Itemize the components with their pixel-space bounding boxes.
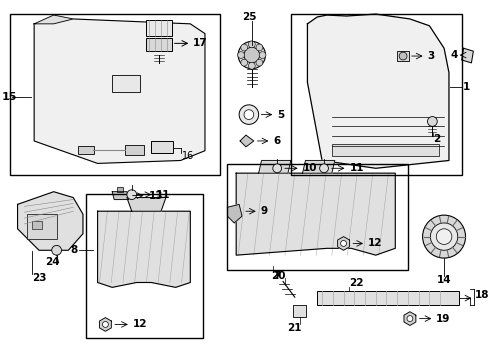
- Polygon shape: [98, 211, 190, 287]
- Circle shape: [240, 59, 247, 66]
- Bar: [10, 14, 219, 175]
- Text: 4: 4: [449, 50, 457, 60]
- Polygon shape: [302, 161, 334, 173]
- Polygon shape: [236, 173, 394, 255]
- Polygon shape: [240, 135, 253, 147]
- Circle shape: [238, 41, 265, 69]
- Circle shape: [429, 223, 457, 250]
- Circle shape: [435, 229, 451, 244]
- Text: 3: 3: [427, 51, 434, 61]
- Polygon shape: [18, 192, 83, 250]
- Text: 23: 23: [32, 273, 47, 283]
- Bar: [124, 145, 144, 155]
- Text: 5: 5: [277, 109, 284, 120]
- Polygon shape: [99, 318, 111, 331]
- Circle shape: [259, 51, 265, 58]
- Circle shape: [340, 240, 346, 246]
- Circle shape: [244, 110, 253, 120]
- Text: 24: 24: [45, 257, 60, 267]
- Polygon shape: [227, 204, 242, 223]
- Bar: [317, 291, 458, 305]
- Polygon shape: [307, 14, 448, 168]
- Text: 13: 13: [148, 190, 163, 201]
- Text: 18: 18: [474, 290, 488, 300]
- Text: 22: 22: [349, 278, 363, 288]
- Circle shape: [237, 51, 244, 58]
- Circle shape: [52, 246, 61, 255]
- Bar: [27, 214, 57, 239]
- Circle shape: [255, 44, 262, 51]
- Bar: [32, 221, 42, 229]
- Circle shape: [248, 62, 255, 69]
- Polygon shape: [126, 198, 165, 211]
- Circle shape: [239, 105, 258, 124]
- Text: 7: 7: [273, 271, 280, 281]
- Text: 10: 10: [302, 163, 316, 173]
- Circle shape: [319, 164, 328, 173]
- Circle shape: [126, 190, 136, 199]
- Polygon shape: [337, 237, 349, 250]
- Circle shape: [422, 215, 465, 258]
- Text: 12: 12: [367, 238, 382, 248]
- Polygon shape: [403, 312, 415, 325]
- Text: 16: 16: [181, 150, 193, 161]
- Polygon shape: [112, 192, 128, 199]
- Text: 20: 20: [271, 271, 285, 281]
- Bar: [117, 187, 122, 192]
- Bar: [146, 37, 171, 51]
- Text: 12: 12: [132, 319, 147, 329]
- Text: 25: 25: [242, 12, 256, 22]
- Polygon shape: [34, 19, 204, 163]
- Bar: [112, 75, 139, 92]
- Circle shape: [102, 321, 108, 327]
- Circle shape: [406, 316, 412, 321]
- Text: 15: 15: [2, 92, 17, 102]
- Bar: [292, 305, 306, 317]
- Text: 8: 8: [71, 245, 78, 255]
- Bar: [396, 51, 408, 61]
- Circle shape: [398, 52, 406, 60]
- Bar: [146, 20, 171, 36]
- Text: 9: 9: [260, 206, 267, 216]
- Text: 11: 11: [156, 190, 170, 200]
- Bar: [151, 141, 172, 153]
- Bar: [290, 14, 461, 175]
- Text: 14: 14: [436, 275, 450, 284]
- Bar: [86, 194, 203, 338]
- Circle shape: [427, 117, 436, 126]
- Text: 2: 2: [432, 134, 440, 144]
- Bar: [331, 144, 438, 156]
- Polygon shape: [34, 15, 73, 24]
- Bar: [227, 165, 407, 270]
- Circle shape: [248, 41, 255, 48]
- Circle shape: [244, 47, 259, 63]
- Circle shape: [272, 164, 281, 173]
- Text: 17: 17: [193, 39, 207, 48]
- Circle shape: [255, 59, 262, 66]
- Text: 19: 19: [435, 314, 450, 324]
- Text: 21: 21: [287, 323, 302, 333]
- Polygon shape: [258, 161, 290, 173]
- Bar: [78, 146, 94, 154]
- Text: 6: 6: [273, 136, 280, 146]
- Text: 11: 11: [349, 163, 363, 173]
- Text: 1: 1: [462, 82, 469, 92]
- Polygon shape: [461, 48, 472, 63]
- Circle shape: [240, 44, 247, 51]
